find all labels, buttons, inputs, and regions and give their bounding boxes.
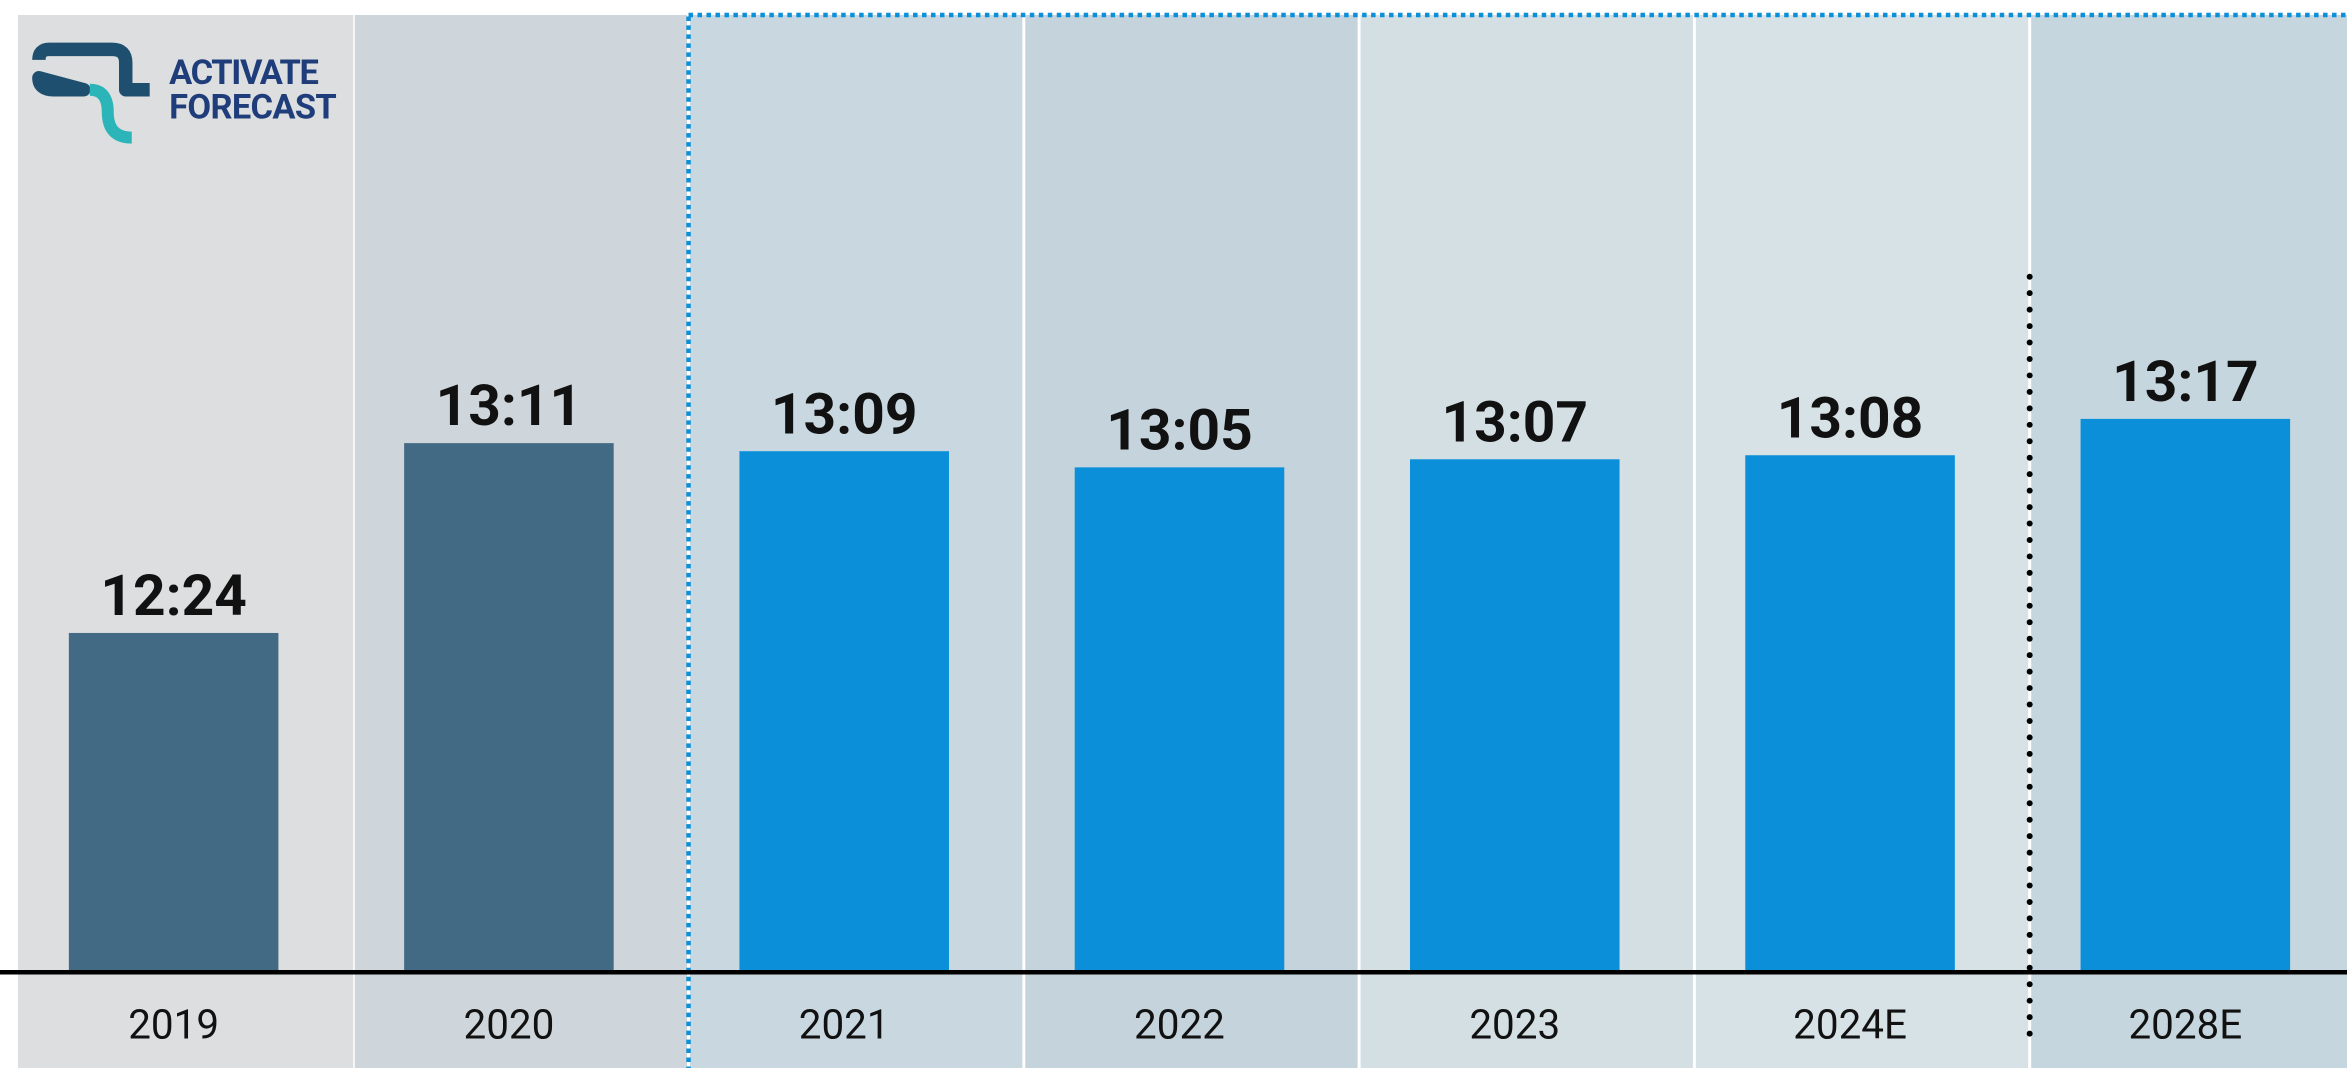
logo-text: FORECAST [169, 87, 337, 127]
bar [1410, 459, 1620, 972]
bar [739, 451, 949, 972]
chart: ACTIVATE FORECAST 12:24201913:11202013:0… [0, 0, 2347, 1068]
x-tick-label: 2024E [1793, 1001, 1907, 1048]
value-label: 13:09 [771, 380, 918, 447]
page: ACTIVATE FORECAST 12:24201913:11202013:0… [0, 0, 2347, 1068]
x-tick-label: 2022 [1134, 1001, 1225, 1048]
value-label: 13:08 [1777, 384, 1924, 451]
bar [1075, 467, 1285, 972]
x-tick-label: 2028E [2128, 1001, 2242, 1048]
bar [404, 443, 614, 972]
value-label: 13:07 [1442, 388, 1589, 455]
value-label: 13:11 [436, 372, 583, 439]
x-tick-label: 2021 [799, 1001, 890, 1048]
x-tick-label: 2019 [128, 1001, 219, 1048]
value-label: 13:17 [2112, 348, 2259, 415]
bar [2081, 419, 2291, 972]
bar [69, 633, 279, 972]
x-tick-label: 2023 [1469, 1001, 1560, 1048]
x-tick-label: 2020 [463, 1001, 554, 1048]
bar [1745, 455, 1955, 972]
value-label: 12:24 [100, 562, 247, 629]
value-label: 13:05 [1106, 396, 1253, 463]
